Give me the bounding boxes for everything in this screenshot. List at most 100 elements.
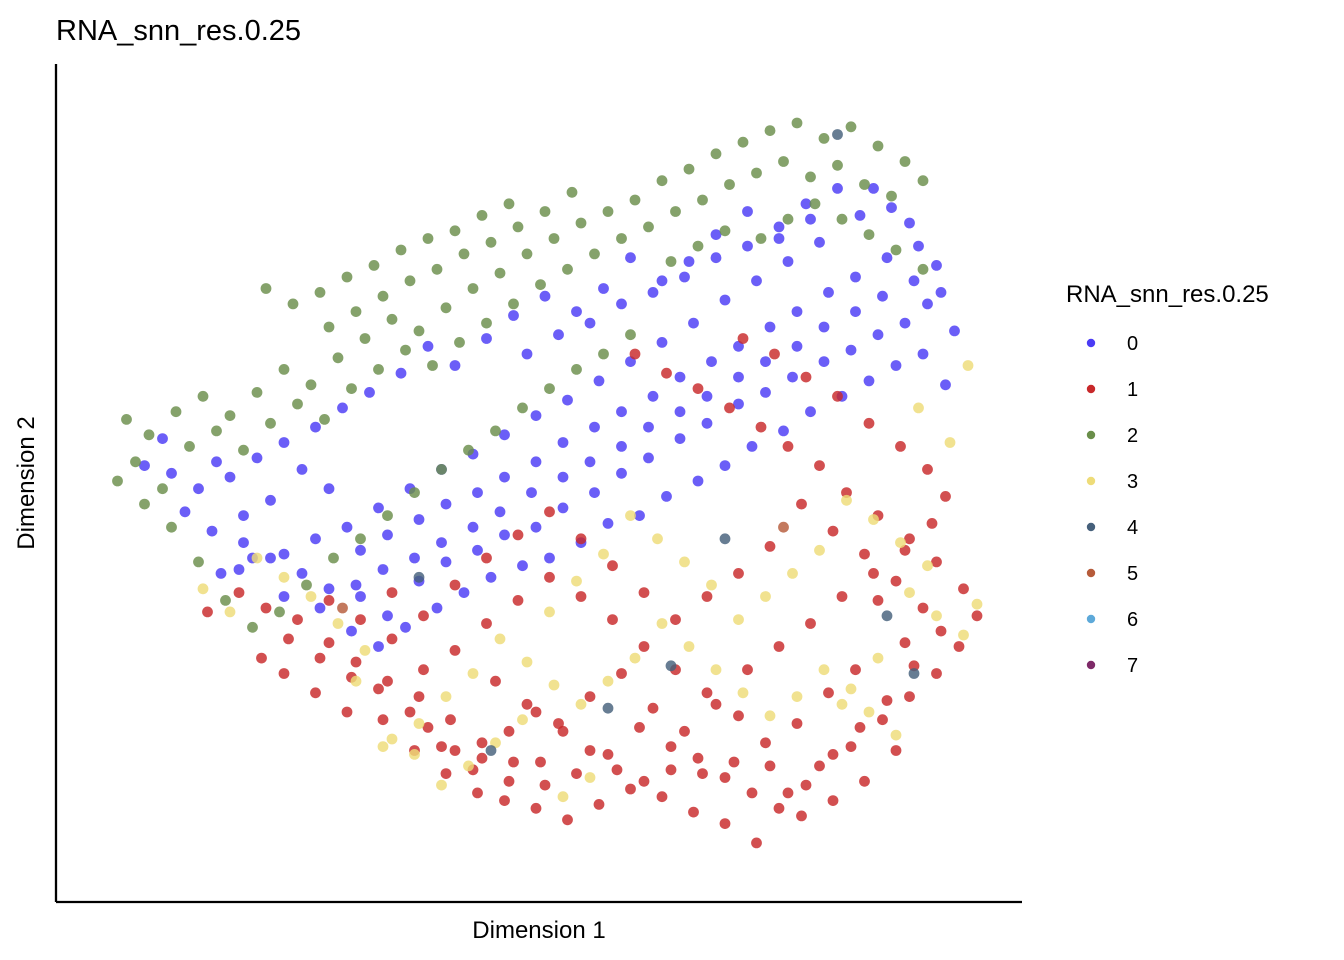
point-cluster-0 — [431, 602, 443, 614]
point-cluster-0 — [364, 387, 375, 398]
point-cluster-2 — [170, 406, 182, 418]
point-cluster-0 — [940, 379, 951, 391]
point-cluster-2 — [278, 364, 290, 375]
point-cluster-1 — [440, 768, 452, 779]
point-cluster-1 — [647, 702, 659, 714]
legend-swatch-6 — [1086, 614, 1096, 624]
point-cluster-1 — [796, 810, 807, 822]
point-cluster-0 — [485, 571, 497, 583]
point-cluster-0 — [706, 356, 717, 367]
point-cluster-1 — [521, 698, 533, 710]
point-cluster-3 — [463, 760, 474, 772]
point-cluster-3 — [571, 575, 582, 587]
point-cluster-2 — [544, 383, 555, 394]
point-cluster-2 — [764, 125, 776, 136]
point-cluster-3 — [332, 618, 344, 629]
point-cluster-2 — [512, 221, 524, 233]
point-cluster-2 — [616, 233, 627, 244]
point-cluster-0 — [616, 441, 627, 452]
point-cluster-0 — [656, 337, 668, 348]
point-cluster-2 — [503, 198, 515, 210]
point-cluster-1 — [355, 614, 366, 625]
point-cluster-2 — [220, 595, 231, 606]
point-cluster-0 — [166, 467, 177, 479]
point-cluster-0 — [674, 406, 686, 418]
point-cluster-2 — [494, 267, 506, 279]
point-cluster-3 — [584, 772, 596, 783]
point-cluster-2 — [917, 263, 929, 275]
point-cluster-0 — [296, 464, 308, 475]
point-cluster-0 — [373, 502, 384, 514]
point-cluster-3 — [409, 749, 420, 760]
point-cluster-1 — [827, 749, 839, 760]
point-cluster-0 — [278, 437, 290, 448]
point-cluster-0 — [355, 544, 366, 556]
point-cluster-3 — [224, 606, 236, 618]
point-cluster-1 — [697, 768, 708, 779]
point-cluster-1 — [382, 675, 393, 687]
point-cluster-0 — [679, 271, 690, 283]
point-cluster-1 — [283, 633, 294, 645]
point-cluster-1 — [544, 506, 555, 518]
point-cluster-2 — [863, 229, 875, 241]
point-cluster-2 — [395, 244, 407, 256]
point-cluster-2 — [350, 306, 362, 317]
point-cluster-1 — [449, 579, 461, 591]
point-cluster-1 — [877, 714, 888, 726]
point-cluster-2 — [400, 344, 411, 356]
point-cluster-1 — [661, 367, 672, 379]
point-cluster-2 — [485, 236, 497, 248]
point-cluster-1 — [557, 725, 569, 737]
point-cluster-2 — [440, 302, 452, 314]
point-cluster-0 — [692, 475, 704, 487]
point-cluster-0 — [355, 591, 366, 602]
point-cluster-2 — [692, 240, 704, 252]
point-cluster-1 — [665, 741, 677, 752]
point-cluster-3 — [494, 633, 506, 645]
point-cluster-1 — [472, 787, 483, 799]
point-cluster-0 — [206, 525, 218, 537]
point-cluster-2 — [454, 337, 465, 348]
legend-item-1: 1 — [1086, 379, 1138, 401]
point-cluster-2 — [809, 198, 821, 210]
point-cluster-0 — [323, 483, 335, 495]
point-cluster-0 — [278, 591, 290, 602]
point-cluster-2 — [436, 464, 447, 475]
point-cluster-0 — [625, 252, 636, 264]
point-cluster-2 — [332, 352, 344, 364]
point-cluster-2 — [665, 256, 677, 267]
point-cluster-2 — [571, 364, 582, 375]
point-cluster-3 — [467, 668, 479, 679]
point-cluster-3 — [679, 556, 690, 568]
point-cluster-3 — [517, 714, 528, 726]
point-cluster-0 — [877, 290, 888, 302]
point-cluster-2 — [121, 414, 132, 425]
legend-label-7: 7 — [1127, 655, 1138, 677]
point-cluster-0 — [908, 275, 920, 287]
point-cluster-1 — [859, 775, 870, 787]
point-cluster-0 — [602, 518, 614, 529]
point-cluster-0 — [818, 321, 830, 333]
point-cluster-0 — [598, 283, 609, 294]
point-cluster-2 — [193, 556, 204, 568]
point-cluster-1 — [719, 772, 731, 783]
point-cluster-2 — [139, 498, 150, 510]
point-cluster-1 — [782, 787, 794, 799]
point-cluster-1 — [638, 775, 650, 787]
point-cluster-1 — [890, 575, 902, 587]
point-cluster-2 — [143, 429, 155, 441]
point-cluster-0 — [436, 537, 447, 548]
legend-label-2: 2 — [1127, 425, 1138, 447]
point-cluster-0 — [440, 556, 452, 568]
point-cluster-0 — [323, 583, 335, 595]
point-cluster-1 — [341, 706, 353, 718]
point-cluster-5 — [337, 602, 348, 614]
point-cluster-3 — [706, 579, 717, 591]
point-cluster-0 — [211, 456, 222, 468]
point-cluster-1 — [742, 664, 753, 676]
point-cluster-2 — [535, 279, 546, 290]
point-cluster-0 — [674, 371, 686, 383]
point-cluster-0 — [557, 437, 569, 448]
point-cluster-0 — [296, 568, 308, 579]
point-cluster-2 — [589, 248, 600, 260]
